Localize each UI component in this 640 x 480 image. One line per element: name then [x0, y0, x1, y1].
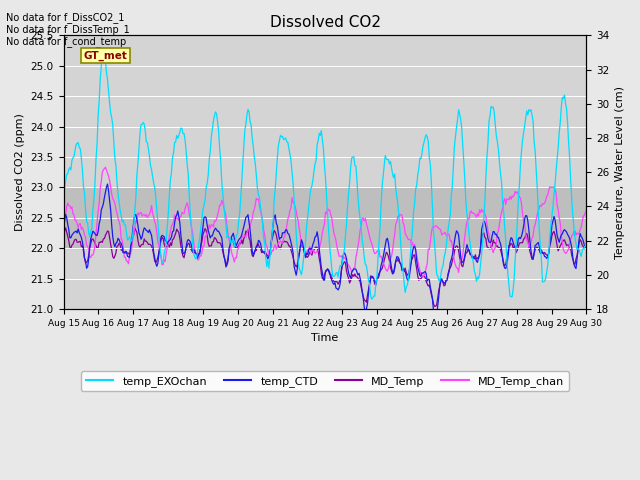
Text: GT_met: GT_met — [83, 50, 127, 60]
Text: No data for f_cond_temp: No data for f_cond_temp — [6, 36, 127, 47]
Legend: temp_EXOchan, temp_CTD, MD_Temp, MD_Temp_chan: temp_EXOchan, temp_CTD, MD_Temp, MD_Temp… — [81, 372, 569, 391]
Bar — [63, 187, 586, 248]
X-axis label: Time: Time — [312, 334, 339, 343]
Y-axis label: Dissolved CO2 (ppm): Dissolved CO2 (ppm) — [15, 113, 25, 231]
Text: No data for f_DissTemp_1: No data for f_DissTemp_1 — [6, 24, 130, 35]
Text: No data for f_DissCO2_1: No data for f_DissCO2_1 — [6, 12, 125, 23]
Title: Dissolved CO2: Dissolved CO2 — [269, 15, 381, 30]
Y-axis label: Temperature, Water Level (cm): Temperature, Water Level (cm) — [615, 86, 625, 259]
